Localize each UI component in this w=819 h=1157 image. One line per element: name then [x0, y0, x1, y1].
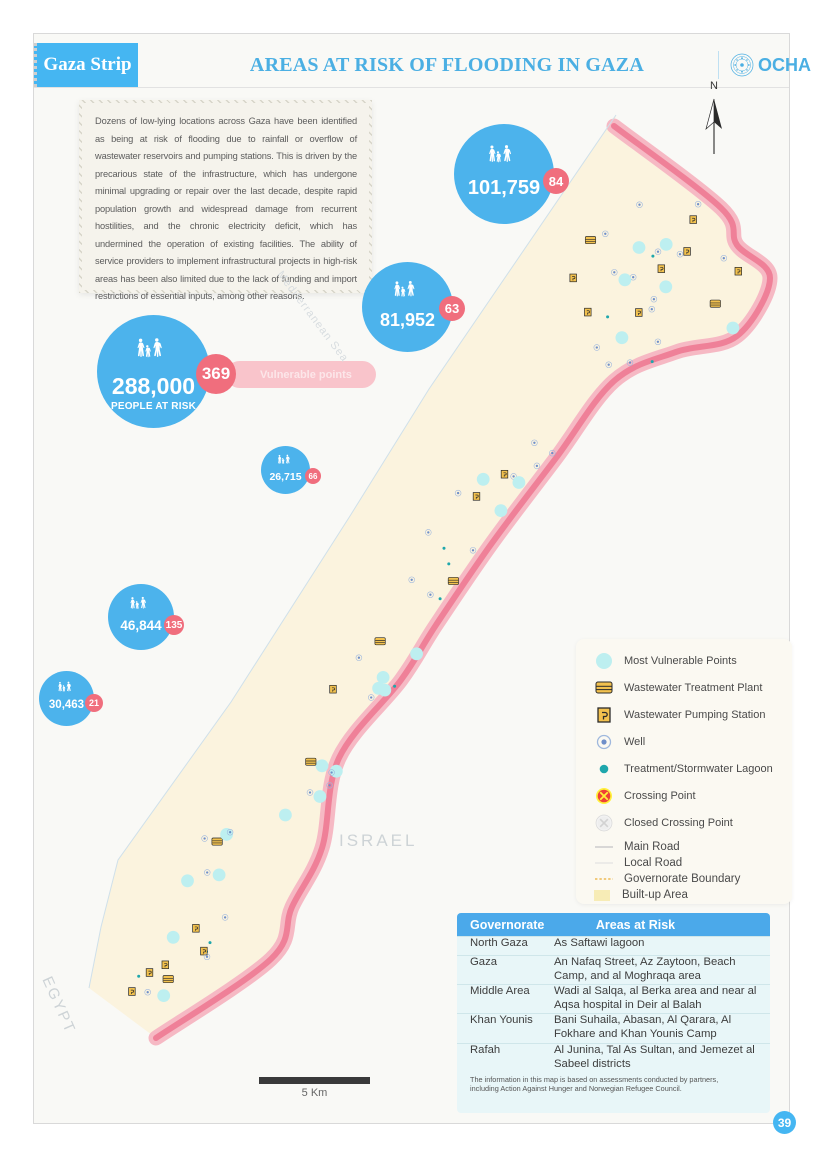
svg-text:N: N [710, 80, 718, 92]
